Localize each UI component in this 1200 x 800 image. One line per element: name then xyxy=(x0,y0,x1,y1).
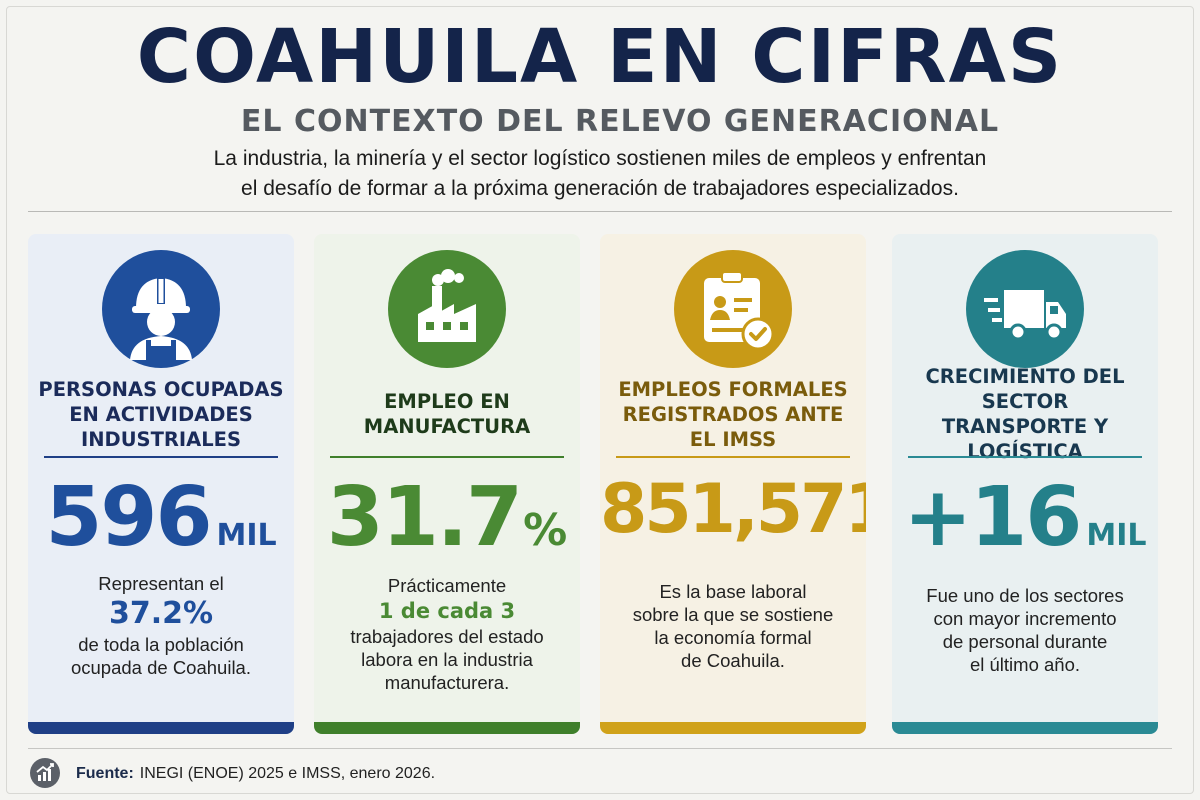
card-title-line: EL IMSS xyxy=(689,427,777,451)
source-label: Fuente: xyxy=(76,765,134,782)
header-divider xyxy=(28,211,1172,212)
stat-unit: % xyxy=(523,505,568,556)
card-title-line: CRECIMIENTO DEL SECTOR xyxy=(925,365,1125,413)
card-title: CRECIMIENTO DEL SECTOR TRANSPORTE Y LOGÍ… xyxy=(902,365,1148,463)
source-text: INEGI (ENOE) 2025 e IMSS, enero 2026. xyxy=(139,765,436,782)
big-stat: 851,571 xyxy=(600,470,866,549)
card-title-line: EMPLEOS FORMALES xyxy=(618,377,848,401)
card-divider xyxy=(616,456,850,458)
card-title: PERSONAS OCUPADAS EN ACTIVIDADES INDUSTR… xyxy=(38,374,284,454)
card-title-line: REGISTRADOS ANTE xyxy=(622,402,844,426)
card-bottom-bar xyxy=(600,722,866,734)
desc-line: trabajadores del estado xyxy=(350,626,544,647)
card-divider xyxy=(330,456,564,458)
desc-line: de personal durante xyxy=(942,631,1108,652)
desc-line: ocupada de Coahuila. xyxy=(70,657,251,678)
intro-line: La industria, la minería y el sector log… xyxy=(213,147,987,170)
card-title: EMPLEOS FORMALES REGISTRADOS ANTE EL IMS… xyxy=(610,374,856,454)
desc-line: Es la base laboral xyxy=(659,581,807,602)
intro-line: el desafío de formar a la próxima genera… xyxy=(241,177,959,200)
card-description: Prácticamente 1 de cada 3 trabajadores d… xyxy=(328,574,566,694)
stat-value: 31.7 xyxy=(326,470,523,565)
desc-line: con mayor incremento xyxy=(933,608,1117,629)
page-title: COAHUILA EN CIFRAS xyxy=(136,14,1064,100)
stat-card-industrial-workers: PERSONAS OCUPADAS EN ACTIVIDADES INDUSTR… xyxy=(28,234,294,734)
stat-value: 851,571 xyxy=(600,470,866,549)
worker-hardhat-icon xyxy=(102,250,220,368)
card-title-line: EN ACTIVIDADES xyxy=(69,402,253,426)
footer-divider xyxy=(28,748,1172,749)
stat-card-manufacturing: EMPLEO EN MANUFACTURA 31.7% Prácticament… xyxy=(314,234,580,734)
intro-text: La industria, la minería y el sector log… xyxy=(0,144,1200,204)
card-description: Fue uno de los sectores con mayor increm… xyxy=(906,584,1144,676)
card-divider xyxy=(908,456,1142,458)
stat-unit: MIL xyxy=(216,518,277,553)
id-badge-check-icon xyxy=(674,250,792,368)
desc-line: la economía formal xyxy=(654,627,812,648)
card-title-line: INDUSTRIALES xyxy=(80,427,242,451)
card-title-line: EMPLEO EN xyxy=(384,390,510,413)
card-title-line: MANUFACTURA xyxy=(363,415,531,438)
card-title-line: PERSONAS OCUPADAS xyxy=(38,377,284,401)
factory-icon xyxy=(388,250,506,368)
desc-line: Fue uno de los sectores xyxy=(926,585,1124,606)
stat-card-logistics-growth: CRECIMIENTO DEL SECTOR TRANSPORTE Y LOGÍ… xyxy=(892,234,1158,734)
card-description: Representan el 37.2% de toda la població… xyxy=(42,572,280,679)
card-bottom-bar xyxy=(892,722,1158,734)
card-description: Es la base laboral sobre la que se sosti… xyxy=(614,580,852,672)
card-bottom-bar xyxy=(28,722,294,734)
desc-line: Prácticamente xyxy=(387,575,507,596)
desc-line: sobre la que se sostiene xyxy=(632,604,834,625)
big-stat: +16 MIL xyxy=(892,470,1158,565)
stat-card-imss-jobs: EMPLEOS FORMALES REGISTRADOS ANTE EL IMS… xyxy=(600,234,866,734)
card-title: EMPLEO EN MANUFACTURA xyxy=(324,374,570,454)
source-note: Fuente: INEGI (ENOE) 2025 e IMSS, enero 2… xyxy=(76,765,435,783)
desc-line: Representan el xyxy=(98,573,224,594)
desc-line: manufacturera. xyxy=(384,672,510,693)
stat-value: 596 xyxy=(45,470,212,565)
desc-line: el último año. xyxy=(969,654,1081,675)
desc-line: de toda la población xyxy=(78,634,244,655)
highlight-percent: 37.2% xyxy=(108,596,214,631)
page-frame xyxy=(6,6,1194,794)
stat-value: +16 xyxy=(903,470,1083,565)
highlight-ratio: 1 de cada 3 xyxy=(378,599,516,623)
page-subtitle: EL CONTEXTO DEL RELEVO GENERACIONAL xyxy=(240,104,1000,139)
big-stat: 596 MIL xyxy=(28,470,294,565)
card-bottom-bar xyxy=(314,722,580,734)
big-stat: 31.7% xyxy=(314,470,580,565)
desc-line: labora en la industria xyxy=(361,649,533,670)
desc-line: de Coahuila. xyxy=(681,650,785,671)
delivery-truck-icon xyxy=(966,250,1084,368)
chart-growth-icon xyxy=(30,758,60,788)
stat-unit: MIL xyxy=(1086,518,1147,553)
card-divider xyxy=(44,456,278,458)
